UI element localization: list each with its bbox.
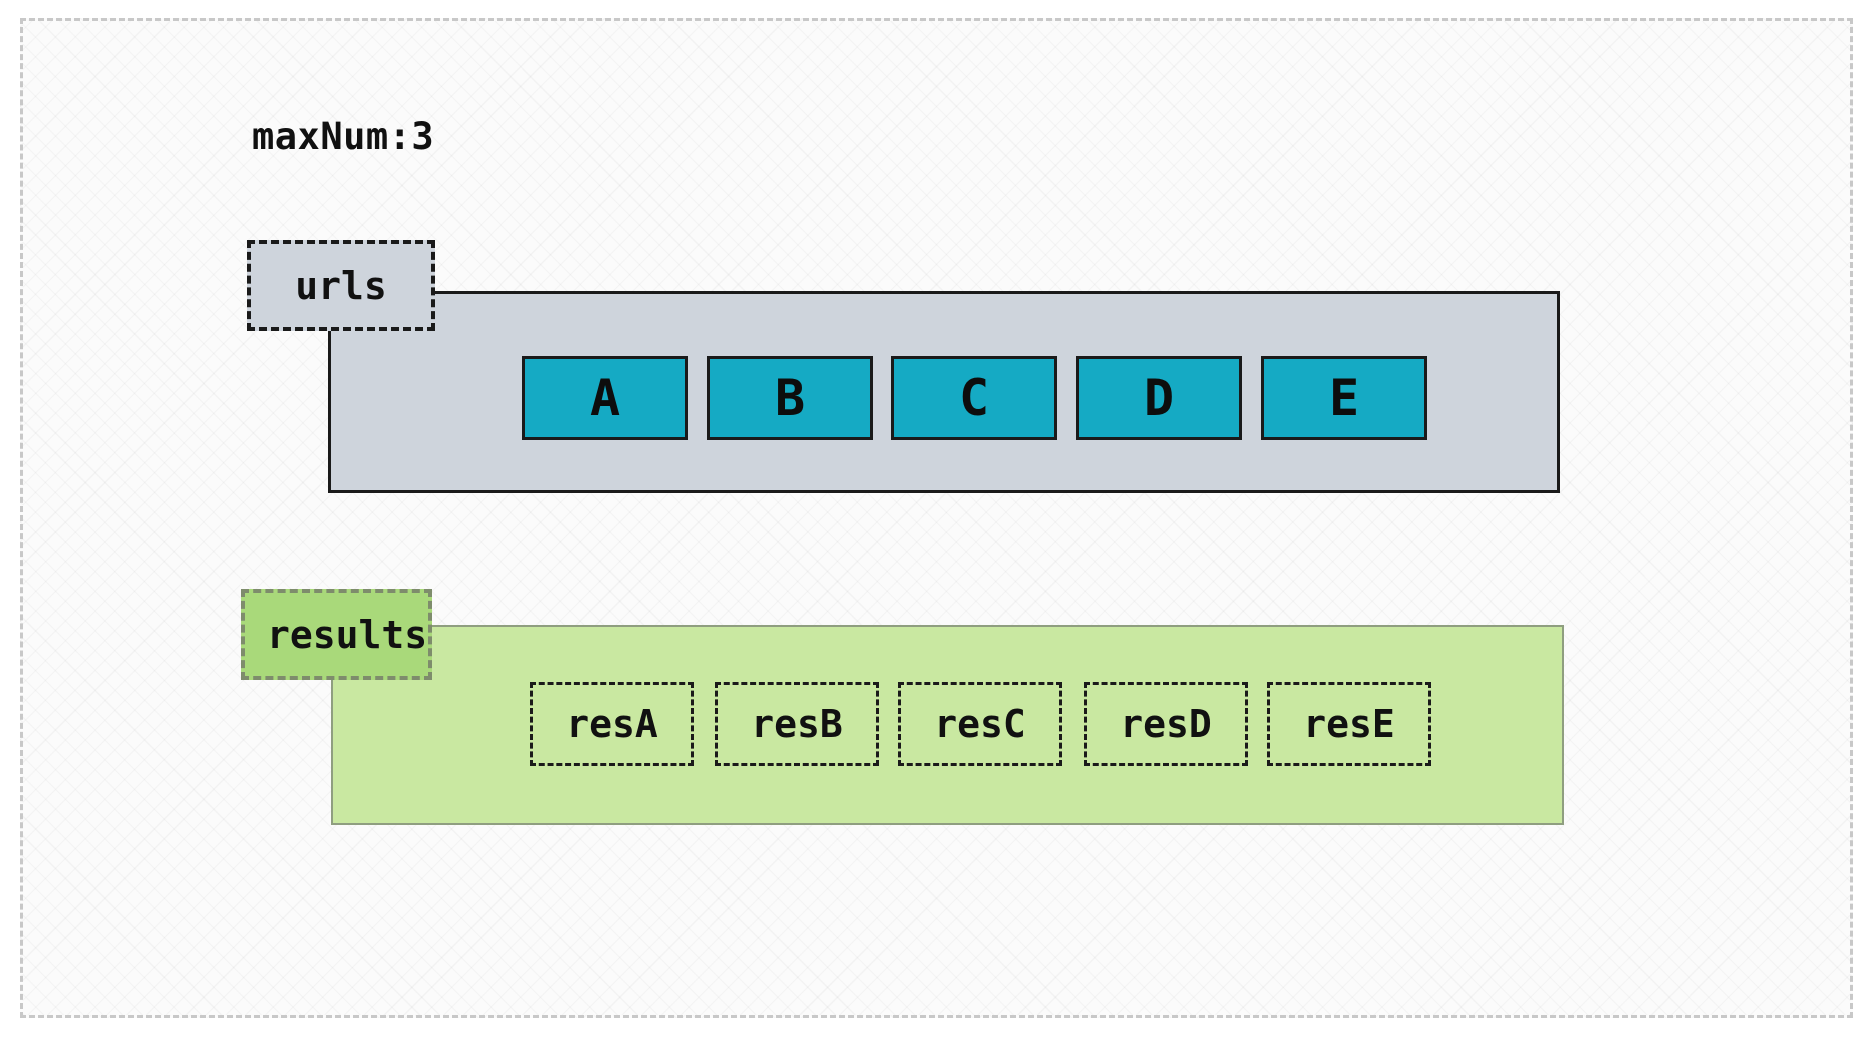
result-item-e: resE (1267, 682, 1431, 766)
results-tag: results (241, 589, 432, 680)
url-item-c: C (891, 356, 1057, 440)
results-panel (331, 625, 1564, 825)
max-num-label: maxNum:3 (252, 115, 435, 158)
result-item-b: resB (715, 682, 879, 766)
url-item-a: A (522, 356, 688, 440)
url-item-b: B (707, 356, 873, 440)
diagram-frame (20, 18, 1853, 1018)
result-item-c: resC (898, 682, 1062, 766)
url-item-e: E (1261, 356, 1427, 440)
urls-tag: urls (247, 240, 435, 331)
result-item-a: resA (530, 682, 694, 766)
result-item-d: resD (1084, 682, 1248, 766)
url-item-d: D (1076, 356, 1242, 440)
